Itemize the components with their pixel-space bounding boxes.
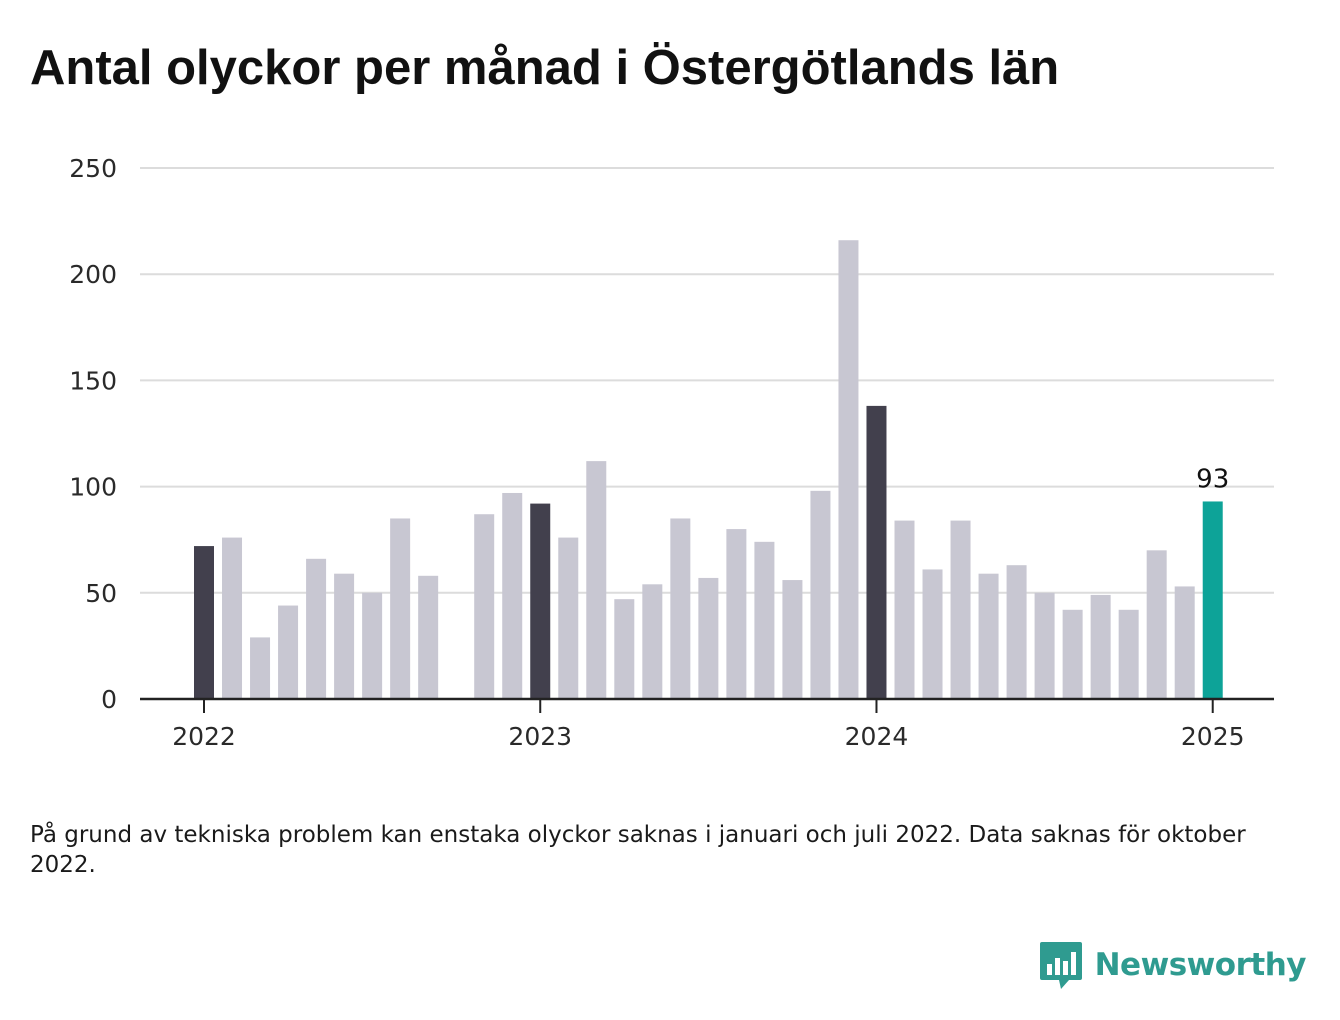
bar-chart: 0 50 100 150 200 250 93 2022 2023 2024 2025 [69,154,1274,751]
footnote: På grund av tekniska problem kan enstaka… [30,822,1246,878]
bar [642,584,663,699]
bar [390,518,411,699]
y-tick-label: 100 [69,473,117,502]
bar [586,461,607,699]
bar [1174,586,1195,699]
x-tick-label: 2025 [1181,722,1245,751]
bar [1146,550,1167,699]
x-tick-label: 2023 [508,722,572,751]
bar [474,514,495,699]
bar [1118,609,1139,699]
bar [1034,592,1055,699]
bar [362,592,383,699]
y-tick-label: 200 [69,260,117,289]
bar [558,537,579,699]
y-tick-label: 0 [101,685,117,714]
bar [418,575,439,699]
newsworthy-chart-bubble-icon [1039,942,1082,989]
y-tick-label: 250 [69,154,117,183]
bar [250,637,271,699]
bar [754,541,775,699]
bar [306,558,327,699]
brand-name: Newsworthy [1094,947,1307,983]
bar [194,546,214,699]
bar [334,573,355,699]
bar [502,492,523,699]
bar [1006,565,1027,699]
bar [222,537,243,699]
brand-logo: Newsworthy [1039,940,1307,990]
bar [922,569,943,699]
bar [1062,609,1083,699]
bar [726,529,747,699]
y-tick-label: 150 [69,366,117,395]
bar [838,240,859,699]
bar [978,573,999,699]
bar [670,518,691,699]
bar [1090,594,1111,699]
y-tick-label: 50 [85,579,117,608]
bar [894,520,915,699]
bar [950,520,971,699]
bar [866,405,887,699]
x-tick-label: 2022 [172,722,236,751]
bar [782,580,803,699]
bar [810,490,831,699]
chart-title: Antal olyckor per månad i Östergötlands … [30,41,1060,95]
bar [1202,501,1223,699]
bar [614,599,635,699]
x-tick-label: 2024 [845,722,909,751]
data-label: 93 [1196,464,1229,494]
bar [698,577,719,699]
bar [278,605,299,699]
bar [530,503,551,699]
